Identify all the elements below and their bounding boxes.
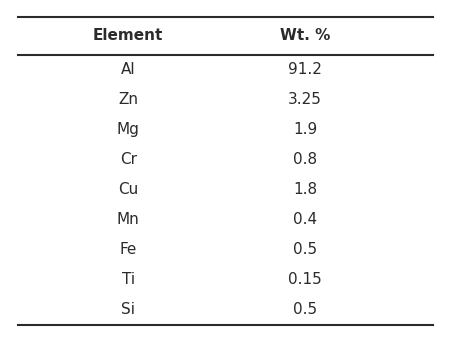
Text: 3.25: 3.25 xyxy=(288,92,322,107)
Text: 0.4: 0.4 xyxy=(293,212,317,227)
Text: Fe: Fe xyxy=(120,242,137,257)
Text: 0.15: 0.15 xyxy=(288,272,322,287)
Text: 0.5: 0.5 xyxy=(293,302,317,317)
Text: Mg: Mg xyxy=(117,122,140,137)
Text: Ti: Ti xyxy=(122,272,135,287)
Text: 0.5: 0.5 xyxy=(293,242,317,257)
Text: Mn: Mn xyxy=(117,212,140,227)
Text: 0.8: 0.8 xyxy=(293,152,317,167)
Text: 91.2: 91.2 xyxy=(288,62,322,77)
Text: Element: Element xyxy=(93,28,163,43)
Text: Wt. %: Wt. % xyxy=(280,28,330,43)
Text: 1.9: 1.9 xyxy=(293,122,317,137)
Text: Al: Al xyxy=(121,62,136,77)
Text: Zn: Zn xyxy=(118,92,138,107)
Text: Cr: Cr xyxy=(120,152,137,167)
Text: Cu: Cu xyxy=(118,182,138,197)
Text: Si: Si xyxy=(121,302,135,317)
Text: 1.8: 1.8 xyxy=(293,182,317,197)
